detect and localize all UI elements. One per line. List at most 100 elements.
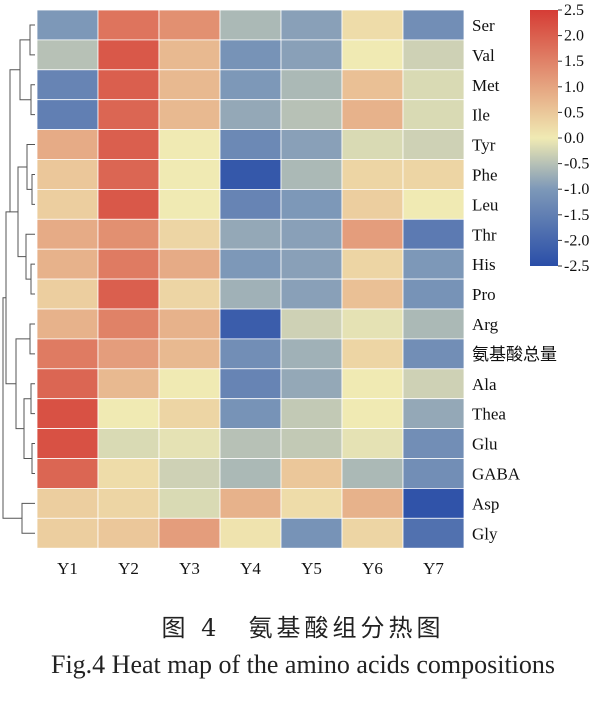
heatmap-cell xyxy=(402,458,465,489)
dendrogram-branch xyxy=(26,144,35,190)
colorbar-tick-label: -1.0 xyxy=(564,181,589,198)
figure-caption-chinese: 图 4 氨基酸组分热图 xyxy=(161,614,445,642)
heatmap-cell xyxy=(158,99,221,130)
heatmap-cell xyxy=(341,188,404,220)
heatmap-cell xyxy=(402,188,465,220)
heatmap-cell xyxy=(158,248,221,280)
heatmap-cell xyxy=(280,458,343,489)
heatmap-cell xyxy=(158,129,221,160)
column-labels: Y1 Y2 Y3 Y4 Y5 Y6 Y7 xyxy=(57,559,444,578)
heatmap-cell xyxy=(402,398,465,430)
heatmap-cell xyxy=(280,39,343,71)
heatmap-cell xyxy=(97,428,160,459)
heatmap-cell xyxy=(280,99,343,130)
heatmap-cell xyxy=(402,487,465,519)
heatmap-cell xyxy=(280,69,343,101)
heatmap-cell xyxy=(341,308,404,340)
heatmap-cell xyxy=(219,218,282,250)
heatmap-cell xyxy=(402,428,465,459)
row-label: Thea xyxy=(472,405,506,424)
heatmap-cell xyxy=(280,129,343,160)
heatmap-cell xyxy=(341,368,404,400)
heatmap-cell xyxy=(341,428,404,459)
heatmap-cell xyxy=(97,308,160,340)
dendrogram-branch xyxy=(30,383,35,415)
heatmap-cell xyxy=(402,517,465,549)
heatmap-cell xyxy=(36,428,99,459)
heatmap-cell xyxy=(280,517,343,549)
row-label: Asp xyxy=(472,494,499,513)
heatmap-cell xyxy=(341,129,404,160)
heatmap-cell xyxy=(97,398,160,430)
heatmap-cell xyxy=(280,278,343,310)
heatmap-cell xyxy=(36,458,99,489)
colorbar: 2.5 2.0 1.5 1.0 0.5 0.0 -0.5 -1.0 -1.5 -2.0 -2.5 xyxy=(530,2,589,275)
heatmap-cell xyxy=(36,9,99,41)
heatmap-cell xyxy=(219,159,282,190)
row-label: Ile xyxy=(472,106,490,125)
heatmap-cell xyxy=(36,69,99,101)
colorbar-gradient xyxy=(530,10,558,266)
dendrogram-branch xyxy=(19,39,31,101)
dendrogram-branch xyxy=(31,173,35,205)
colorbar-tick-label: 1.0 xyxy=(564,79,584,96)
colorbar-tick-label: 0.0 xyxy=(564,130,584,147)
heatmap-cell xyxy=(158,428,221,459)
heatmap-cell xyxy=(158,188,221,220)
heatmap-cell xyxy=(36,338,99,370)
heatmap-cell xyxy=(341,9,404,41)
heatmap-cell xyxy=(402,368,465,400)
heatmap-cell xyxy=(97,338,160,370)
heatmap-cell xyxy=(36,99,99,130)
heatmap-cell xyxy=(219,368,282,400)
row-label: Arg xyxy=(472,315,499,334)
colorbar-tick-label: 2.5 xyxy=(564,2,584,19)
heatmap-cell xyxy=(158,338,221,370)
heatmap-cell xyxy=(158,9,221,41)
dendrogram-branch xyxy=(31,443,35,474)
heatmap-cell xyxy=(36,248,99,280)
heatmap-cell xyxy=(402,248,465,280)
heatmap-cell xyxy=(219,428,282,459)
colorbar-tick-label: -2.0 xyxy=(564,232,589,249)
heatmap-cell xyxy=(97,159,160,190)
column-label: Y5 xyxy=(301,559,322,578)
heatmap-cell xyxy=(97,129,160,160)
heatmap-cell xyxy=(402,218,465,250)
heatmap-cell xyxy=(97,69,160,101)
heatmap-cell xyxy=(158,398,221,430)
heatmap-cell xyxy=(341,159,404,190)
heatmap-cell xyxy=(280,218,343,250)
heatmap-cell xyxy=(219,39,282,71)
dendrogram-branch xyxy=(29,323,35,355)
heatmap-cell xyxy=(158,487,221,519)
heatmap-cell xyxy=(97,248,160,280)
heatmap-cell xyxy=(402,99,465,130)
dendrogram-branch xyxy=(9,69,20,213)
row-label: Leu xyxy=(472,195,499,214)
heatmap-cell xyxy=(280,428,343,459)
figure-caption-english: Fig.4 Heat map of the amino acids compos… xyxy=(50,650,556,679)
heatmap-cell xyxy=(341,398,404,430)
heatmap-cell xyxy=(280,248,343,280)
heatmap-cell xyxy=(219,487,282,519)
colorbar-tick-label: -2.5 xyxy=(564,258,589,275)
heatmap-cell xyxy=(158,159,221,190)
row-label: Pro xyxy=(472,285,496,304)
heatmap-cell xyxy=(280,308,343,340)
heatmap-cell xyxy=(280,159,343,190)
heatmap-cell xyxy=(158,458,221,489)
heatmap-cell xyxy=(402,69,465,101)
heatmap-cell xyxy=(36,308,99,340)
row-label: Val xyxy=(472,46,495,65)
heatmap-cell xyxy=(36,39,99,71)
colorbar-tick-label: -1.5 xyxy=(564,207,589,224)
heatmap-cell xyxy=(402,338,465,370)
row-label: GABA xyxy=(472,464,521,483)
heatmap-cell xyxy=(341,338,404,370)
dendrogram-branch xyxy=(29,24,35,56)
dendrogram-branch xyxy=(30,263,35,295)
heatmap-cell xyxy=(97,458,160,489)
row-label: Met xyxy=(472,76,500,95)
column-label: Y3 xyxy=(179,559,200,578)
